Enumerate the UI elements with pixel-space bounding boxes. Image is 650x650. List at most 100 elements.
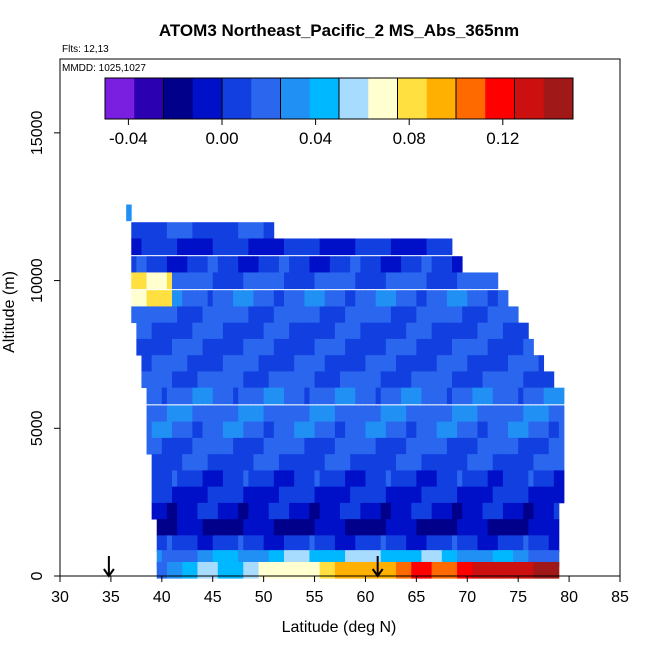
heatmap-cell	[421, 256, 427, 273]
heatmap-cell	[146, 256, 153, 273]
heatmap-cell	[441, 421, 448, 439]
heatmap-cell	[350, 338, 356, 356]
heatmap-cell	[421, 550, 427, 567]
heatmap-cell	[228, 486, 234, 504]
heatmap-cell	[518, 387, 524, 405]
heatmap-cell	[258, 486, 265, 504]
heatmap-cell	[345, 306, 351, 324]
heatmap-cell	[161, 371, 168, 389]
heatmap-cell	[401, 238, 407, 256]
heatmap-cell	[436, 519, 443, 536]
heatmap-cell	[202, 272, 209, 290]
heatmap-cell	[518, 371, 524, 389]
y-tick-label: 0	[29, 571, 46, 580]
heatmap-cell	[436, 454, 443, 471]
heatmap-cell	[268, 355, 275, 372]
heatmap-cell	[528, 437, 534, 455]
heatmap-cell	[421, 306, 427, 324]
heatmap-cell	[294, 405, 300, 423]
heatmap-cell	[538, 355, 545, 372]
heatmap-cell	[401, 502, 407, 520]
heatmap-cell	[411, 421, 417, 439]
heatmap-cell	[421, 405, 427, 423]
heatmap-cell	[314, 470, 321, 488]
heatmap-cell	[431, 387, 438, 405]
heatmap-cell	[146, 272, 153, 290]
heatmap-cell	[161, 502, 168, 520]
heatmap-cell	[426, 238, 433, 256]
heatmap-cell	[187, 470, 193, 488]
heatmap-cell	[345, 437, 351, 455]
heatmap-cell	[212, 470, 219, 488]
heatmap-cell	[380, 322, 387, 340]
heatmap-cell	[472, 454, 478, 471]
heatmap-cell	[172, 338, 178, 356]
heatmap-cell	[304, 355, 310, 372]
heatmap-cell	[258, 355, 265, 372]
heatmap-cell	[421, 470, 427, 488]
heatmap-cell	[166, 454, 173, 471]
heatmap-cell	[528, 486, 534, 504]
heatmap-cell	[319, 550, 326, 567]
heatmap-cell	[217, 272, 224, 290]
heatmap-cell	[426, 322, 433, 340]
heatmap-cell	[228, 535, 234, 553]
heatmap-cell	[477, 306, 483, 324]
heatmap-cell	[492, 535, 499, 553]
heatmap-cell	[197, 238, 203, 256]
heatmap-cell	[452, 338, 458, 356]
heatmap-cell	[284, 519, 290, 536]
heatmap-cell	[187, 355, 193, 372]
heatmap-cell	[421, 561, 427, 579]
heatmap-cell	[370, 454, 377, 471]
heatmap-cell	[533, 421, 539, 439]
heatmap-cell	[390, 371, 397, 389]
heatmap-cell	[192, 405, 198, 423]
heatmap-cell	[207, 454, 214, 471]
heatmap-cell	[462, 272, 468, 290]
heatmap-cell	[212, 238, 219, 256]
heatmap-cell	[192, 338, 198, 356]
heatmap-cell	[243, 222, 249, 239]
heatmap-cell	[222, 290, 229, 307]
down-arrow-icon	[103, 556, 115, 578]
heatmap-cell	[543, 519, 550, 536]
heatmap-cell	[207, 437, 214, 455]
heatmap-cell	[182, 306, 188, 324]
colorbar: -0.04 0.00 0.04 0.08 0.12	[104, 77, 574, 148]
heatmap-cell	[431, 256, 438, 273]
heatmap-cell	[452, 405, 458, 423]
heatmap-cell	[253, 535, 259, 553]
heatmap-cell	[355, 550, 361, 567]
heatmap-cell	[192, 322, 198, 340]
heatmap-cell	[289, 238, 295, 256]
heatmap-cell	[492, 550, 499, 567]
x-tick-label: 85	[611, 589, 629, 606]
heatmap-cell	[487, 306, 494, 324]
heatmap-cell	[385, 561, 392, 579]
heatmap-cell	[452, 550, 458, 567]
heatmap-cell	[457, 535, 463, 553]
heatmap-cell	[248, 322, 254, 340]
heatmap-cell	[472, 355, 478, 372]
heatmap-cell	[446, 561, 453, 579]
heatmap-cell	[401, 355, 407, 372]
heatmap-cell	[294, 454, 300, 471]
heatmap-cell	[390, 470, 397, 488]
heatmap-cell	[228, 550, 234, 567]
heatmap-cell	[523, 421, 529, 439]
heatmap-cell	[146, 421, 153, 439]
heatmap-cell	[385, 238, 392, 256]
heatmap-cell	[177, 535, 183, 553]
heatmap-cell	[360, 454, 366, 471]
heatmap-cell	[401, 371, 407, 389]
heatmap-cell	[345, 371, 351, 389]
heatmap-cell	[334, 290, 341, 307]
heatmap-cell	[238, 272, 244, 290]
heatmap-cell	[360, 502, 366, 520]
heatmap-cell	[151, 290, 158, 307]
colorbar-swatch	[514, 78, 545, 119]
heatmap-cell	[508, 535, 514, 553]
heatmap-cell	[477, 535, 483, 553]
heatmap-cell	[345, 322, 351, 340]
